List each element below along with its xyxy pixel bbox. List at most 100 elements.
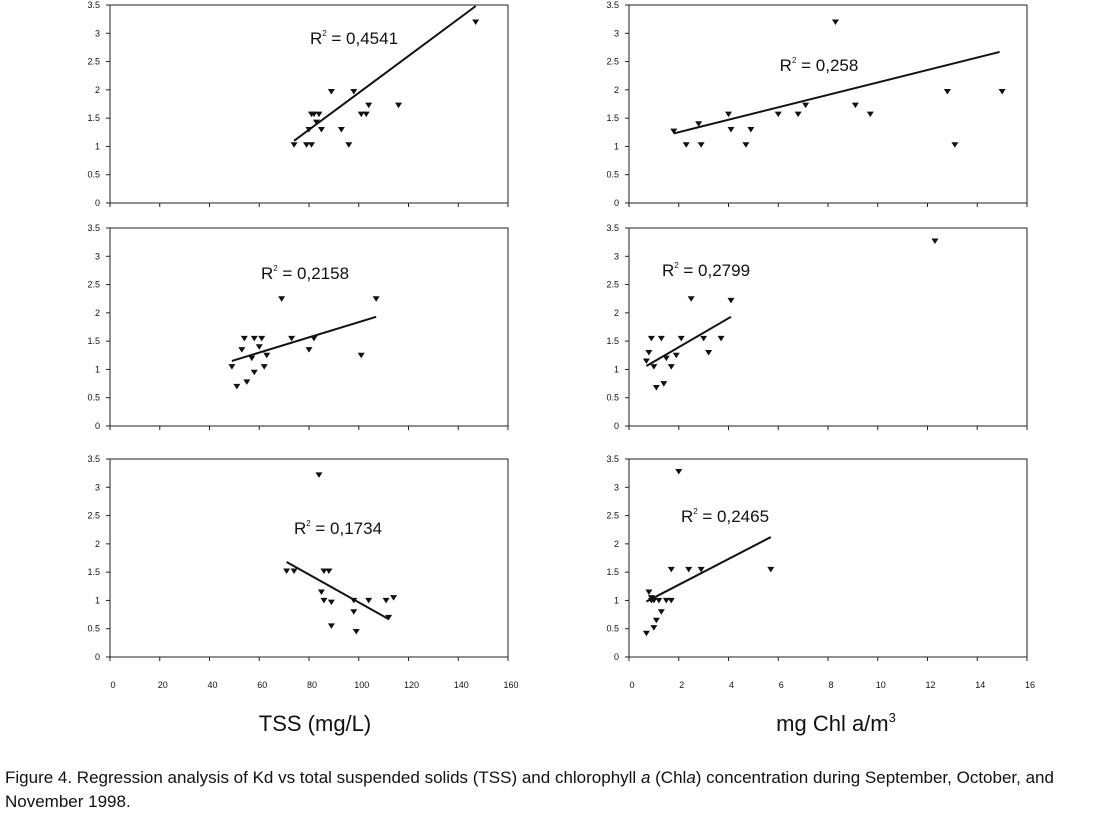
- data-point: [305, 126, 313, 133]
- data-point: [662, 355, 670, 362]
- data-point: [645, 349, 653, 356]
- caption-italic-a: a: [640, 768, 651, 787]
- y-tick-label: 0.5: [606, 393, 619, 403]
- y-tick-label: 3: [614, 251, 619, 261]
- data-point: [390, 595, 398, 601]
- data-point: [642, 358, 650, 364]
- data-point: [667, 566, 675, 573]
- x-tick-label: 14: [975, 680, 985, 690]
- data-point: [667, 364, 675, 370]
- y-tick-label: 0.5: [87, 624, 100, 634]
- y-tick-label: 3: [95, 482, 100, 492]
- y-tick-label: 2: [614, 85, 619, 95]
- caption-middle: (Chl: [650, 768, 687, 787]
- plot-frame: [628, 4, 1028, 204]
- r-squared-exponent: 2: [322, 29, 327, 38]
- data-point: [642, 630, 650, 637]
- y-tick-label: 0.5: [87, 393, 100, 403]
- data-point: [240, 335, 248, 342]
- y-tick-label: 2.5: [87, 57, 100, 67]
- y-tick-label: 3.5: [87, 0, 100, 10]
- data-point: [317, 126, 325, 133]
- y-tick-label: 1.5: [87, 336, 100, 346]
- data-point: [260, 364, 268, 370]
- panel-chl-september: 00.511.522.533.5R2 = 0,258: [606, 0, 1028, 208]
- x-tick-label: 8: [828, 680, 833, 690]
- r-squared-label: R2 = 0,4541: [310, 29, 398, 48]
- plot-frame: [628, 227, 1028, 427]
- data-point: [725, 111, 732, 118]
- panel-chl-october: 00.511.522.533.5R2 = 0,2799: [606, 223, 1028, 431]
- data-point: [742, 142, 750, 148]
- data-point: [657, 609, 665, 615]
- r-squared-base: R: [294, 519, 306, 538]
- trendline: [645, 536, 772, 603]
- y-tick-label: 1.5: [606, 567, 619, 577]
- data-point: [831, 19, 839, 25]
- data-point: [303, 142, 311, 148]
- y-tick-label: 3.5: [606, 454, 619, 464]
- data-point: [851, 102, 859, 109]
- data-point: [652, 617, 660, 624]
- data-point: [243, 379, 251, 385]
- data-point: [312, 119, 320, 126]
- y-tick-label: 1.5: [606, 336, 619, 346]
- data-point: [350, 597, 358, 604]
- data-point: [943, 89, 951, 95]
- plot-frame: [109, 227, 509, 427]
- x-axis-title-tss: TSS (mg/L): [259, 711, 371, 736]
- y-tick-label: 2.5: [606, 280, 619, 290]
- data-point: [767, 566, 775, 573]
- x-tick-label: 4: [729, 680, 734, 690]
- x-tick-label: 20: [158, 680, 168, 690]
- r-squared-value: = 0,258: [796, 56, 858, 75]
- x-tick-label: 0: [110, 680, 115, 690]
- data-point: [283, 568, 291, 575]
- data-point: [747, 126, 755, 133]
- data-point: [695, 121, 703, 127]
- data-point: [677, 335, 685, 342]
- r-squared-base: R: [310, 29, 322, 48]
- data-point: [645, 589, 653, 595]
- panel-tss-september: 00.511.522.533.5R2 = 0,4541: [87, 0, 509, 208]
- trendline: [286, 561, 390, 620]
- y-tick-label: 2: [95, 539, 100, 549]
- data-point: [372, 296, 380, 302]
- r-squared-label: R2 = 0,2158: [261, 264, 349, 283]
- data-point: [228, 364, 236, 370]
- y-tick-label: 3.5: [87, 223, 100, 233]
- y-tick-label: 0: [614, 198, 619, 208]
- r-squared-base: R: [261, 264, 273, 283]
- y-tick-label: 2: [95, 308, 100, 318]
- r-squared-value: = 0,2799: [679, 261, 750, 280]
- y-tick-label: 1: [95, 595, 100, 605]
- y-tick-label: 2.5: [606, 57, 619, 67]
- data-point: [255, 344, 263, 350]
- data-point: [248, 355, 256, 362]
- data-point: [650, 364, 658, 370]
- data-point: [650, 597, 658, 604]
- y-tick-label: 0.5: [87, 170, 100, 180]
- data-point: [675, 468, 683, 475]
- data-point: [998, 89, 1006, 95]
- y-tick-label: 0: [95, 198, 100, 208]
- data-point: [357, 352, 365, 359]
- figure-caption: Figure 4. Regression analysis of Kd vs t…: [5, 766, 1109, 814]
- data-point: [307, 142, 315, 148]
- y-tick-label: 3.5: [606, 0, 619, 10]
- data-point: [233, 383, 241, 390]
- y-tick-label: 3: [614, 482, 619, 492]
- x-tick-label: 120: [404, 680, 419, 690]
- r-squared-label: R2 = 0,2465: [681, 507, 769, 526]
- plot-frame: [628, 458, 1028, 658]
- data-point: [350, 89, 358, 95]
- y-tick-label: 2: [614, 308, 619, 318]
- x-tick-label: 10: [876, 680, 886, 690]
- trendline: [293, 5, 477, 142]
- data-point: [697, 142, 705, 148]
- data-point: [263, 352, 271, 359]
- y-tick-label: 2.5: [87, 511, 100, 521]
- y-tick-label: 2: [614, 539, 619, 549]
- caption-italic-a-2: a: [686, 768, 696, 787]
- data-point: [250, 335, 258, 342]
